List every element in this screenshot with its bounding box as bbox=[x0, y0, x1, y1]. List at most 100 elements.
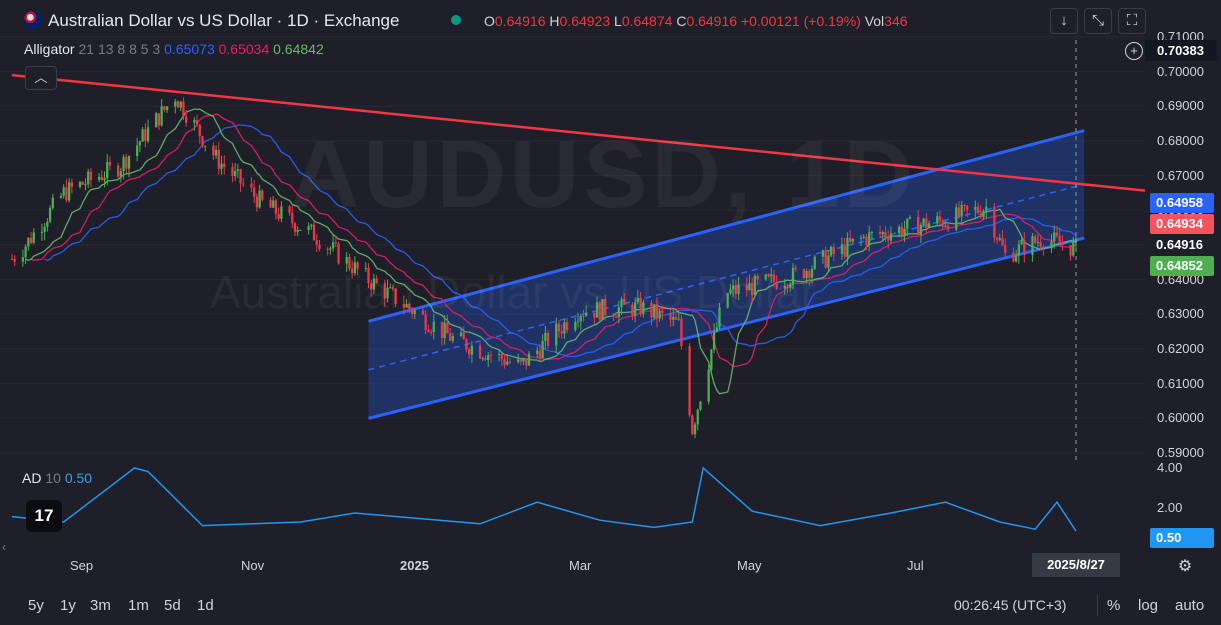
price-axis-tick: 0.61000 bbox=[1157, 375, 1204, 391]
range-button-5d[interactable]: 5d bbox=[164, 597, 181, 614]
collapse-legend-button[interactable]: ︿ bbox=[25, 66, 57, 90]
range-button-1y[interactable]: 1y bbox=[60, 597, 76, 614]
candle-body bbox=[614, 316, 618, 318]
ad-legend[interactable]: AD 10 0.50 bbox=[22, 470, 92, 486]
candle-body bbox=[269, 199, 272, 208]
candle-body bbox=[1020, 240, 1023, 245]
volume-value: 346 bbox=[884, 13, 908, 29]
candle-body bbox=[555, 323, 558, 346]
range-button-5y[interactable]: 5y bbox=[28, 597, 44, 614]
candle-body bbox=[868, 232, 871, 245]
candles bbox=[10, 97, 1078, 439]
ad-axis[interactable]: 4.00 2.00 0.50 bbox=[1145, 460, 1221, 550]
candle-body bbox=[136, 145, 139, 157]
candle-body bbox=[413, 310, 416, 315]
candle-body bbox=[620, 299, 623, 308]
candle-body bbox=[707, 369, 710, 402]
percent-toggle[interactable]: % bbox=[1107, 597, 1121, 614]
candle-body bbox=[459, 332, 463, 336]
candle-body bbox=[318, 244, 321, 249]
expand-icon[interactable]: ⤡ bbox=[1084, 8, 1112, 34]
crosshair-price-badge: 0.70383 bbox=[1145, 40, 1217, 61]
candle-body bbox=[448, 333, 452, 341]
candle-body bbox=[223, 163, 226, 168]
candle-body bbox=[751, 283, 754, 296]
candle-body bbox=[258, 190, 261, 208]
candle-body bbox=[824, 250, 827, 268]
candle-body bbox=[995, 237, 999, 240]
candle-body bbox=[917, 216, 920, 235]
fullscreen-icon[interactable]: ⛶ bbox=[1118, 8, 1146, 34]
candle-body bbox=[617, 307, 620, 318]
candle-body bbox=[391, 287, 395, 289]
time-tick: May bbox=[737, 558, 762, 573]
candle-body bbox=[938, 216, 942, 221]
candle-body bbox=[998, 238, 1001, 240]
candle-body bbox=[546, 332, 550, 346]
candle-body bbox=[78, 181, 82, 187]
price-badge: 0.64934 bbox=[1150, 214, 1214, 234]
candle-body bbox=[497, 353, 501, 355]
candle-body bbox=[789, 284, 792, 288]
candle-body bbox=[410, 308, 414, 315]
alligator-jaw-value: 0.65073 bbox=[164, 41, 215, 57]
alligator-legend[interactable]: Alligator 21 13 8 8 5 3 0.65073 0.65034 … bbox=[24, 41, 324, 57]
candle-body bbox=[642, 302, 645, 315]
candle-body bbox=[848, 237, 852, 242]
symbol-title[interactable]: Australian Dollar vs US Dollar · 1D · Ex… bbox=[48, 11, 400, 30]
candle-body bbox=[500, 353, 503, 360]
candle-body bbox=[966, 205, 969, 210]
range-button-1d[interactable]: 1d bbox=[197, 597, 214, 614]
scroll-left-icon[interactable]: ‹ bbox=[2, 540, 6, 554]
time-axis[interactable]: Sep Nov 2025 Mar May Jul bbox=[0, 552, 1145, 578]
candle-body bbox=[367, 267, 370, 284]
candle-body bbox=[478, 345, 482, 359]
watermark-description: Australian Dollar vs US Dollar bbox=[210, 266, 816, 318]
price-axis-tick: 0.62000 bbox=[1157, 341, 1204, 357]
auto-toggle[interactable]: auto bbox=[1175, 597, 1205, 614]
candle-body bbox=[544, 332, 547, 342]
candle-body bbox=[408, 303, 411, 309]
candle-body bbox=[672, 317, 675, 320]
candle-body bbox=[699, 401, 702, 410]
candle-body bbox=[481, 358, 484, 360]
log-toggle[interactable]: log bbox=[1138, 597, 1159, 614]
candle-body bbox=[906, 218, 909, 229]
download-icon[interactable]: ↓ bbox=[1050, 8, 1078, 34]
candle-body bbox=[604, 299, 607, 316]
candle-body bbox=[560, 331, 563, 334]
ad-axis-tick: 4.00 bbox=[1157, 460, 1183, 475]
time-tick: Sep bbox=[70, 558, 94, 573]
price-chart[interactable] bbox=[0, 0, 1145, 460]
range-button-1m[interactable]: 1m bbox=[128, 597, 149, 614]
ad-chart[interactable] bbox=[0, 460, 1145, 552]
candle-body bbox=[870, 232, 874, 234]
tradingview-logo-icon[interactable]: 17 bbox=[26, 500, 62, 532]
settings-icon[interactable]: ⚙ bbox=[1177, 558, 1193, 575]
candle-body bbox=[46, 221, 49, 227]
price-axis-tick: 0.70000 bbox=[1157, 63, 1204, 79]
candle-body bbox=[574, 322, 577, 330]
channel-median bbox=[368, 183, 1085, 371]
candle-body bbox=[794, 267, 797, 270]
range-button-3m[interactable]: 3m bbox=[90, 597, 111, 614]
candle-body bbox=[957, 207, 961, 217]
candle-body bbox=[506, 361, 509, 365]
candle-body bbox=[712, 331, 716, 350]
alligator-params: 21 13 8 8 5 3 bbox=[78, 41, 161, 57]
candle-body bbox=[157, 113, 161, 126]
candle-body bbox=[843, 244, 846, 257]
candle-body bbox=[688, 346, 691, 416]
candle-body bbox=[103, 177, 106, 180]
candle-body bbox=[536, 350, 539, 354]
candle-body bbox=[10, 258, 14, 260]
candle-body bbox=[1050, 241, 1053, 249]
candle-body bbox=[715, 327, 718, 332]
add-alert-icon[interactable]: + bbox=[1125, 42, 1143, 60]
candle-body bbox=[383, 283, 386, 299]
clock-timezone[interactable]: 00:26:45 (UTC+3) bbox=[954, 597, 1067, 613]
price-axis-tick: 0.67000 bbox=[1157, 167, 1204, 183]
price-axis[interactable]: 0.710000.700000.690000.680000.670000.660… bbox=[1145, 0, 1221, 460]
candle-body bbox=[658, 310, 661, 319]
candle-body bbox=[612, 315, 615, 317]
